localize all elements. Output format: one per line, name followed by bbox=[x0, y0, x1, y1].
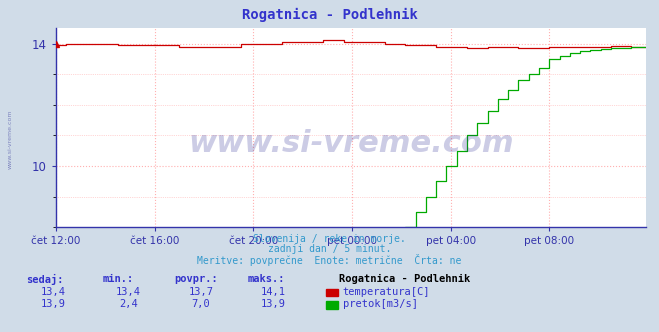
Text: sedaj:: sedaj: bbox=[26, 274, 64, 285]
Text: povpr.:: povpr.: bbox=[175, 274, 218, 284]
Text: 13,9: 13,9 bbox=[261, 299, 286, 309]
Text: maks.:: maks.: bbox=[247, 274, 285, 284]
Text: temperatura[C]: temperatura[C] bbox=[343, 287, 430, 297]
Text: Rogatnica - Podlehnik: Rogatnica - Podlehnik bbox=[339, 274, 471, 284]
Text: Rogatnica - Podlehnik: Rogatnica - Podlehnik bbox=[242, 8, 417, 23]
Text: zadnji dan / 5 minut.: zadnji dan / 5 minut. bbox=[268, 244, 391, 254]
Text: Meritve: povprečne  Enote: metrične  Črta: ne: Meritve: povprečne Enote: metrične Črta:… bbox=[197, 254, 462, 266]
Text: 13,4: 13,4 bbox=[40, 287, 65, 297]
Text: 14,1: 14,1 bbox=[261, 287, 286, 297]
Text: 7,0: 7,0 bbox=[192, 299, 210, 309]
Text: pretok[m3/s]: pretok[m3/s] bbox=[343, 299, 418, 309]
Text: Slovenija / reke in morje.: Slovenija / reke in morje. bbox=[253, 234, 406, 244]
Text: 13,7: 13,7 bbox=[188, 287, 214, 297]
Text: www.si-vreme.com: www.si-vreme.com bbox=[188, 129, 514, 158]
Text: 13,9: 13,9 bbox=[40, 299, 65, 309]
Text: 2,4: 2,4 bbox=[119, 299, 138, 309]
Text: min.:: min.: bbox=[102, 274, 133, 284]
Text: www.si-vreme.com: www.si-vreme.com bbox=[8, 110, 13, 169]
Text: 13,4: 13,4 bbox=[116, 287, 141, 297]
